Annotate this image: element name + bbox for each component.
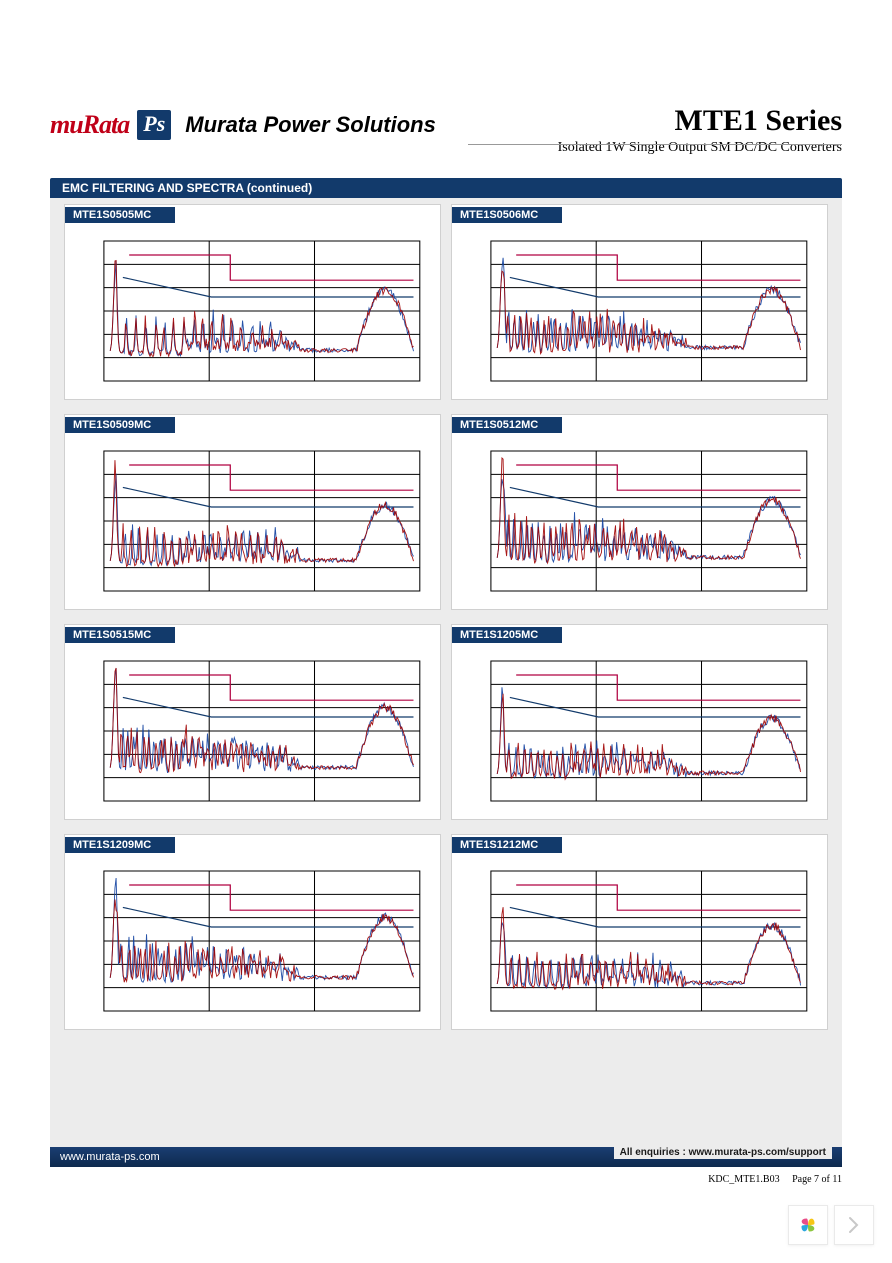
- chart-grid: MTE1S0505MC MTE1S0506MC MTE1S0509MC MTE1…: [50, 198, 842, 1044]
- panel-title: MTE1S0515MC: [65, 627, 175, 643]
- spectrum-chart: [452, 433, 827, 609]
- spectrum-chart: [65, 433, 440, 609]
- panel-title: MTE1S0512MC: [452, 417, 562, 433]
- spectrum-panel: MTE1S0515MC: [64, 624, 441, 820]
- spectrum-chart: [452, 223, 827, 399]
- footer-enquiries: All enquiries : www.murata-ps.com/suppor…: [614, 1146, 832, 1159]
- spectrum-panel: MTE1S0506MC: [451, 204, 828, 400]
- viewer-nav: [788, 1205, 874, 1245]
- footer-meta: KDC_MTE1.B03 Page 7 of 11: [708, 1174, 842, 1185]
- panel-title: MTE1S1212MC: [452, 837, 562, 853]
- spectrum-panel: MTE1S0509MC: [64, 414, 441, 610]
- spectrum-chart: [65, 853, 440, 1029]
- spectrum-panel: MTE1S0512MC: [451, 414, 828, 610]
- series-subtitle: Isolated 1W Single Output SM DC/DC Conve…: [558, 140, 842, 156]
- datasheet-page: muRata Ps Murata Power Solutions MTE1 Se…: [0, 0, 892, 1263]
- series-title: MTE1 Series: [675, 104, 842, 138]
- doc-code: KDC_MTE1.B03: [708, 1174, 779, 1185]
- footer-band: www.murata-ps.com All enquiries : www.mu…: [50, 1147, 842, 1167]
- spectrum-panel: MTE1S1205MC: [451, 624, 828, 820]
- panel-title: MTE1S0509MC: [65, 417, 175, 433]
- brand-logo-text: muRata: [50, 110, 129, 140]
- panel-title: MTE1S1205MC: [452, 627, 562, 643]
- panel-title: MTE1S0506MC: [452, 207, 562, 223]
- content-area: EMC FILTERING AND SPECTRA (continued) MT…: [50, 178, 842, 1163]
- footer-url: www.murata-ps.com: [60, 1151, 160, 1163]
- spectrum-chart: [452, 643, 827, 819]
- page-header: muRata Ps Murata Power Solutions MTE1 Se…: [50, 110, 842, 140]
- pinwheel-icon: [795, 1212, 821, 1238]
- next-page-button[interactable]: [834, 1205, 874, 1245]
- panel-title: MTE1S0505MC: [65, 207, 175, 223]
- spectrum-chart: [65, 223, 440, 399]
- viewer-logo-button[interactable]: [788, 1205, 828, 1245]
- brand-ps-badge: Ps: [137, 110, 171, 140]
- page-number: Page 7 of 11: [792, 1174, 842, 1185]
- section-title-bar: EMC FILTERING AND SPECTRA (continued): [50, 178, 842, 198]
- spectrum-panel: MTE1S0505MC: [64, 204, 441, 400]
- brand-name: Murata Power Solutions: [185, 112, 436, 138]
- spectrum-chart: [65, 643, 440, 819]
- chevron-right-icon: [848, 1216, 860, 1234]
- header-divider: [468, 144, 842, 145]
- panel-title: MTE1S1209MC: [65, 837, 175, 853]
- spectrum-chart: [452, 853, 827, 1029]
- spectrum-panel: MTE1S1209MC: [64, 834, 441, 1030]
- spectrum-panel: MTE1S1212MC: [451, 834, 828, 1030]
